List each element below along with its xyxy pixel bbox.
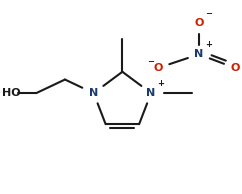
Text: O: O	[230, 63, 240, 73]
Text: −: −	[205, 10, 212, 18]
Text: −: −	[147, 57, 154, 66]
Text: +: +	[157, 79, 164, 88]
Text: +: +	[205, 41, 212, 49]
Text: O: O	[194, 18, 204, 28]
Text: N: N	[146, 88, 156, 98]
Text: O: O	[154, 63, 163, 73]
Text: N: N	[89, 88, 98, 98]
Text: HO: HO	[2, 88, 20, 98]
Text: N: N	[194, 49, 204, 59]
